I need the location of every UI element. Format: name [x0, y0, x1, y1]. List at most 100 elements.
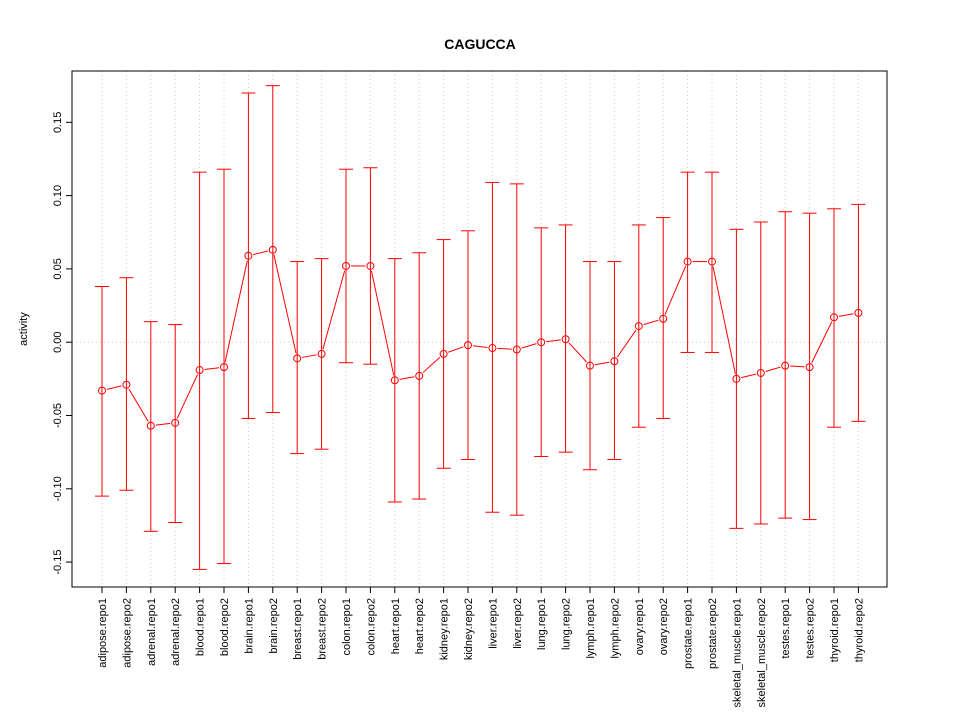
error-bar [485, 181, 500, 513]
data-point [610, 357, 619, 366]
data-point [537, 338, 546, 347]
error-bar [290, 261, 305, 455]
error-bar [680, 171, 695, 353]
error-bar [168, 324, 183, 523]
y-tick-label: 0.10 [52, 185, 64, 206]
x-axis: adipose.repo1 adipose.repo2 adrenal.repo1 a… [97, 586, 865, 707]
error-bar [753, 221, 768, 525]
plot-frame [71, 70, 888, 588]
x-tick-label: breast.repo1 [292, 598, 304, 660]
error-bar [241, 92, 256, 419]
data-point [195, 366, 204, 375]
series-line-segment [838, 313, 854, 317]
data-point [342, 261, 350, 270]
series-line-segment [155, 422, 171, 426]
x-tick-label: testes.repo2 [805, 598, 817, 659]
data-point [854, 308, 863, 317]
x-tick-label: liver.repo1 [487, 598, 499, 649]
series-line-segment [712, 266, 736, 375]
error-bar [729, 228, 744, 529]
x-tick-label: ovary.repo2 [658, 598, 670, 655]
grid-layer [72, 71, 887, 587]
error-bar [631, 224, 646, 428]
data-point [415, 371, 424, 380]
error-bar [461, 230, 475, 460]
series-line-segment [302, 354, 317, 358]
data-point [220, 363, 228, 372]
error-bar [534, 227, 549, 458]
data-point [98, 386, 106, 395]
data-point [146, 421, 155, 430]
y-axis: -0.15 -0.10 -0.05 0.00 0.05 0.10 0.15 [52, 112, 73, 575]
x-tick-label: ovary.repo1 [634, 598, 646, 655]
series-line-segment [643, 319, 659, 326]
x-tick-label: testes.repo1 [780, 598, 792, 659]
data-point [830, 313, 838, 322]
data-point [268, 245, 277, 254]
error-bar [656, 217, 671, 419]
x-tick-label: prostate.repo1 [683, 598, 695, 669]
error-bar [265, 85, 280, 414]
data-point [390, 376, 399, 385]
x-tick-label: colon.repo2 [365, 598, 377, 656]
error-bar [412, 252, 427, 500]
x-tick-label: lung.repo1 [536, 598, 548, 650]
error-bar [339, 168, 353, 364]
x-tick-label: brain.repo1 [243, 598, 255, 654]
error-bar [509, 183, 524, 516]
error-bar [778, 211, 793, 519]
x-tick-label: skeletal_muscle.repo2 [756, 598, 768, 707]
series-line-segment [664, 265, 687, 315]
data-point [756, 368, 765, 377]
x-tick-label: adrenal.repo1 [146, 598, 158, 666]
error-bar [607, 261, 622, 460]
series-line-segment [106, 385, 122, 390]
data-point [805, 363, 814, 372]
data-point [293, 354, 302, 363]
series-line-segment [811, 321, 833, 363]
series-line-segment [322, 270, 346, 350]
y-tick-label: 0.15 [52, 112, 64, 133]
error-bar [217, 168, 231, 565]
x-tick-label: kidney.repo2 [463, 598, 475, 660]
error-bar [143, 321, 158, 532]
series-line-segment [497, 347, 512, 350]
x-tick-label: thyroid.repo1 [829, 598, 841, 662]
series-line-segment [616, 329, 637, 358]
series-line-segment [399, 376, 415, 380]
data-point [366, 261, 375, 270]
data-point [439, 349, 448, 358]
data-point [488, 344, 497, 353]
x-tick-label: kidney.repo1 [439, 598, 451, 660]
data-point [732, 374, 741, 383]
series-line-segment [224, 260, 248, 363]
y-tick-label: 0.05 [52, 258, 64, 279]
series-line-segment [204, 367, 220, 370]
x-tick-label: thyroid.repo2 [853, 598, 865, 662]
data-point [244, 251, 253, 260]
x-tick-label: adipose.repo1 [97, 598, 109, 668]
data-point [683, 257, 692, 266]
data-points [98, 245, 863, 430]
data-point [708, 257, 716, 266]
x-tick-label: liver.repo2 [512, 598, 524, 649]
error-bar [192, 171, 207, 570]
x-tick-label: lymph.repo2 [609, 598, 621, 659]
x-tick-label: lung.repo2 [561, 598, 573, 650]
y-tick-label: -0.05 [52, 403, 64, 428]
series-line-layer [106, 250, 854, 426]
error-bar [314, 258, 329, 450]
y-tick-label: -0.15 [52, 550, 64, 575]
series-line-segment [422, 356, 441, 373]
series-line-segment [128, 388, 149, 422]
error-bar [436, 239, 451, 469]
series-line-segment [790, 365, 805, 368]
error-bar [583, 261, 597, 471]
x-tick-label: skeletal_muscle.repo1 [731, 598, 743, 707]
x-tick-label: blood.repo1 [195, 598, 207, 656]
chart-title: CAGUCCA [444, 36, 516, 52]
series-line-segment [472, 345, 488, 348]
x-tick-label: adipose.repo2 [121, 598, 133, 668]
